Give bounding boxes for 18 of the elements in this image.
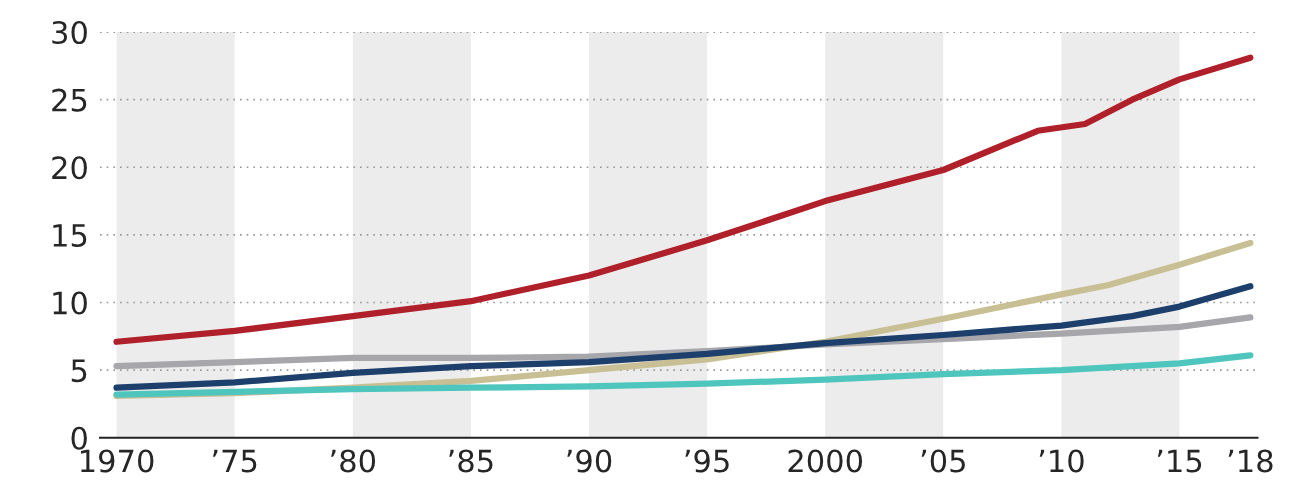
x-tick-label: ’90 [567,449,612,473]
y-tick-label: 10 [53,291,87,315]
y-tick-label: 20 [52,156,87,180]
x-tick-label: ’18 [1228,449,1273,473]
x-tick-label: 2000 [788,449,863,473]
x-tick-label: ’10 [1039,449,1084,473]
x-tick-label: 1970 [81,449,154,473]
x-tick-label: ’95 [685,449,729,473]
x-tick-label: ’15 [1157,449,1202,473]
x-tick-label: ’75 [213,449,257,473]
x-tick-label: ’85 [449,449,493,473]
y-tick-label: 5 [71,359,87,383]
y-tick-label: 25 [52,88,87,112]
y-tick-label: 30 [52,20,87,45]
x-tick-label: ’80 [331,449,376,473]
y-tick-label: 15 [53,224,87,247]
y-tick-label: 0 [71,426,87,450]
x-tick-label: ’05 [921,449,965,473]
